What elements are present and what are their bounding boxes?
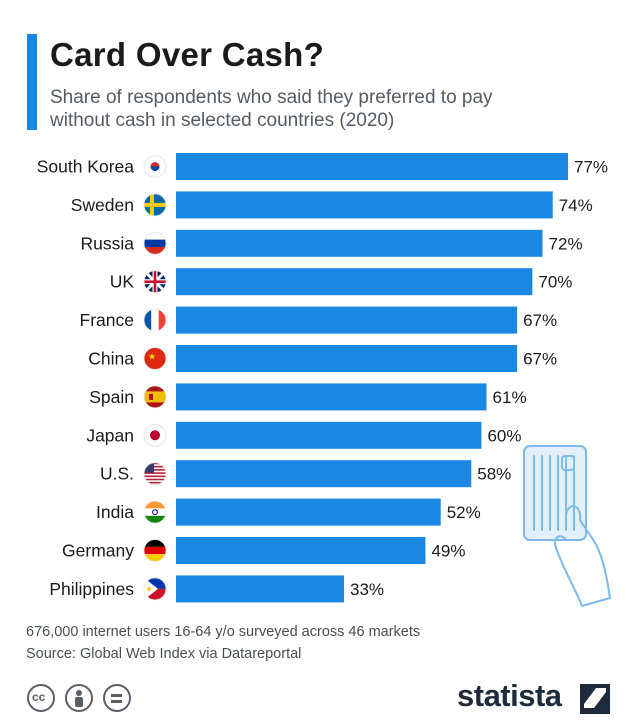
- category-label: U.S.: [100, 464, 134, 484]
- category-label: Sweden: [71, 195, 134, 215]
- creative-commons-icon[interactable]: cc: [27, 684, 55, 712]
- france-flag-icon: [144, 309, 166, 332]
- south-korea-flag-icon: [144, 155, 166, 178]
- category-label: Germany: [62, 541, 134, 561]
- japan-flag-icon: [144, 424, 166, 447]
- category-label: France: [80, 310, 134, 330]
- uk-flag-icon: [144, 270, 166, 293]
- value-label: 67%: [523, 311, 557, 330]
- attribution-icon[interactable]: [65, 684, 93, 712]
- value-label: 60%: [487, 426, 521, 445]
- bar: [176, 229, 543, 257]
- value-label: 52%: [447, 503, 481, 522]
- bar: [176, 498, 441, 526]
- value-label: 72%: [549, 234, 583, 253]
- sweden-flag-icon: [144, 193, 166, 216]
- spain-flag-icon: [144, 385, 166, 408]
- category-label: India: [96, 502, 134, 522]
- bar: [176, 345, 518, 372]
- no-derivatives-icon[interactable]: [103, 684, 131, 712]
- survey-note: 676,000 internet users 16-64 y/o surveye…: [26, 624, 421, 640]
- category-label: Philippines: [49, 579, 134, 599]
- credit-card-hand-illustration: [523, 445, 612, 608]
- title-accent-bar: [27, 34, 37, 130]
- category-label: South Korea: [37, 157, 135, 177]
- value-label: 49%: [431, 542, 465, 561]
- value-label: 67%: [523, 350, 557, 369]
- chart-title: Card Over Cash?: [50, 36, 325, 73]
- india-flag-icon: [144, 501, 166, 524]
- bar: [176, 191, 553, 219]
- value-label: 77%: [574, 158, 608, 177]
- value-label: 74%: [559, 196, 593, 215]
- bar: [176, 460, 472, 488]
- bar: [176, 537, 426, 564]
- bar: [176, 268, 533, 296]
- source-note: Source: Global Web Index via Datareporta…: [26, 646, 302, 662]
- philippines-flag-icon: [144, 577, 166, 600]
- germany-flag-icon: [144, 539, 166, 562]
- statista-logo-text[interactable]: statista: [457, 678, 562, 713]
- value-label: 61%: [493, 388, 527, 407]
- category-label: Russia: [81, 233, 135, 253]
- chart-subtitle: Share of respondents who said they prefe…: [50, 87, 493, 131]
- value-label: 58%: [477, 465, 511, 484]
- category-label: Spain: [89, 387, 134, 407]
- bar: [176, 153, 568, 180]
- bar: [176, 575, 344, 603]
- bar: [176, 383, 487, 411]
- statista-logo-icon[interactable]: [580, 684, 610, 714]
- category-label: UK: [110, 272, 135, 292]
- category-label: China: [88, 349, 134, 369]
- category-label: Japan: [86, 425, 134, 445]
- bar: [176, 306, 518, 334]
- value-label: 70%: [538, 273, 572, 292]
- russia-flag-icon: [144, 232, 166, 255]
- svg-text:★: ★: [148, 352, 156, 362]
- china-flag-icon: ★: [144, 347, 166, 370]
- us-flag-icon: [144, 462, 166, 485]
- bar: [176, 421, 482, 449]
- value-label: 33%: [350, 580, 384, 599]
